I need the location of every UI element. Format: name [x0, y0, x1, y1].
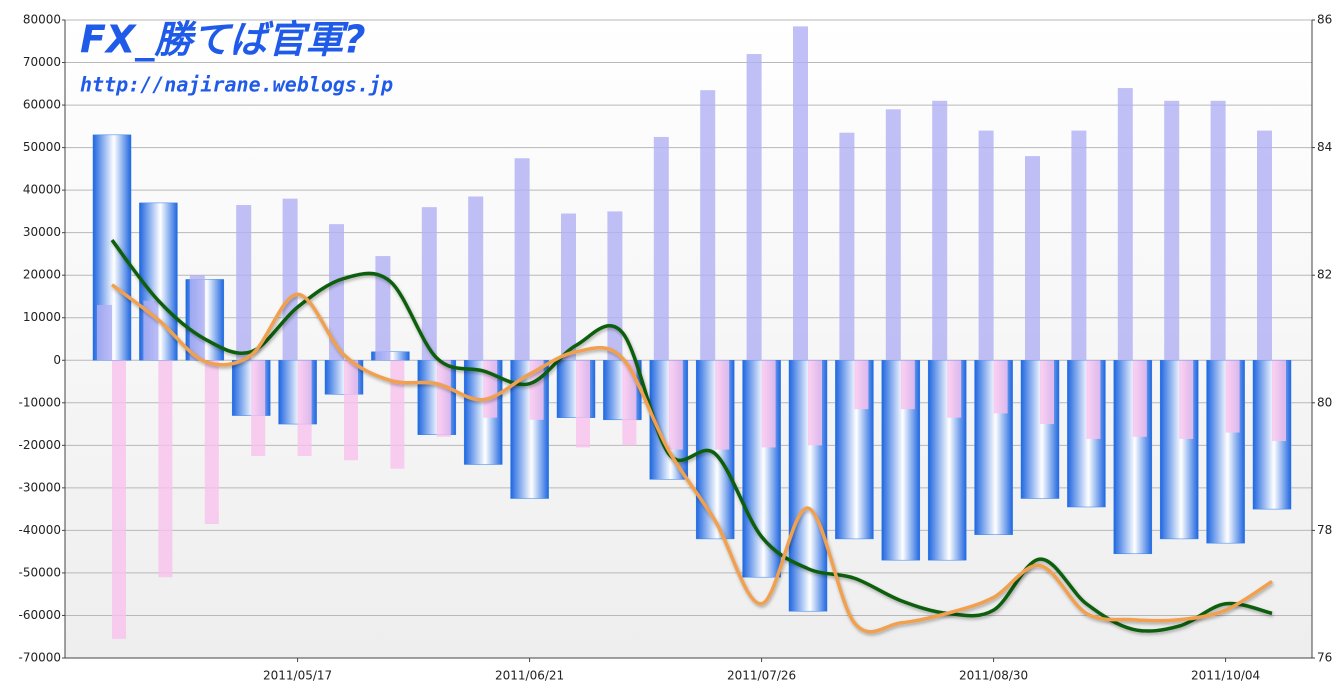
bar: [1210, 100, 1226, 361]
bar: [1025, 156, 1040, 361]
x-tick-label: 2011/06/21: [495, 669, 564, 683]
bar: [561, 213, 576, 361]
y2-tick-label: 82: [1317, 268, 1332, 282]
bar: [622, 360, 637, 446]
y-tick-label: 10000: [23, 310, 61, 324]
y-tick-label: 30000: [23, 225, 61, 239]
bar: [947, 360, 962, 418]
y-tick-label: 70000: [23, 55, 61, 69]
bar: [204, 360, 219, 525]
bar: [1086, 360, 1101, 439]
x-tick-label: 2011/05/17: [263, 669, 332, 683]
bar: [483, 360, 498, 418]
bar: [529, 360, 544, 420]
y-tick-label: 80000: [23, 13, 61, 27]
bar: [932, 100, 948, 361]
bar: [421, 207, 437, 361]
chart-subtitle: http://najirane.weblogs.jp: [80, 73, 393, 97]
y-tick-label: -50000: [18, 565, 61, 579]
bar: [1272, 360, 1286, 442]
bar: [1040, 360, 1054, 425]
bar: [1132, 360, 1147, 437]
bar: [1257, 130, 1272, 361]
chart-title: FX_勝てば官軍?: [80, 18, 366, 62]
y-tick-label: -20000: [18, 438, 61, 452]
plot-area: [65, 20, 1312, 658]
bar: [653, 136, 669, 361]
bar: [978, 130, 994, 361]
bar: [1164, 100, 1180, 361]
bar: [761, 360, 776, 448]
y-tick-label: -30000: [18, 480, 61, 494]
x-tick-label: 2011/08/30: [959, 669, 1028, 683]
bar: [607, 211, 623, 361]
y-tick-label: 0: [53, 353, 61, 367]
bar: [715, 360, 730, 450]
y-tick-label: 20000: [23, 268, 61, 282]
bar: [793, 26, 808, 361]
y-tick-label: -40000: [18, 523, 61, 537]
line: [110, 283, 1273, 634]
bar: [885, 109, 901, 361]
x-tick-label: 2011/10/04: [1191, 669, 1260, 683]
bar: [436, 360, 451, 437]
y-tick-label: 40000: [23, 183, 61, 197]
x-tick-label: 2011/07/26: [727, 669, 796, 683]
bar: [839, 132, 855, 361]
y-tick-label: -10000: [18, 395, 61, 409]
y2-tick-label: 78: [1317, 523, 1332, 537]
bar: [468, 196, 484, 361]
bar: [808, 360, 822, 446]
bar: [297, 360, 312, 456]
y-tick-label: 50000: [23, 140, 61, 154]
bar: [1071, 130, 1087, 361]
line: [110, 239, 1273, 633]
bar: [390, 360, 405, 469]
bar: [282, 198, 298, 361]
bar: [746, 54, 762, 361]
bar: [189, 275, 205, 361]
y-tick-label: -70000: [18, 651, 61, 665]
bar: [668, 360, 683, 450]
y2-tick-label: 80: [1317, 395, 1332, 409]
y2-tick-label: 76: [1317, 651, 1332, 665]
bar: [329, 224, 344, 361]
y2-tick-label: 86: [1317, 13, 1332, 27]
bar: [700, 90, 716, 361]
y-tick-label: 60000: [23, 98, 61, 112]
y-tick-label: -60000: [18, 608, 61, 622]
bar: [97, 304, 112, 361]
bar: [576, 360, 590, 448]
bar: [1117, 88, 1133, 361]
bar: [375, 256, 391, 361]
bar: [993, 360, 1008, 414]
bar: [900, 360, 915, 410]
bar: [112, 360, 126, 639]
bar: [1179, 360, 1194, 439]
y2-tick-label: 84: [1317, 140, 1332, 154]
bar: [158, 360, 173, 578]
bar: [344, 360, 358, 461]
bar: [236, 205, 252, 361]
bar: [1225, 360, 1240, 433]
bar: [251, 360, 266, 456]
bar: [514, 158, 530, 361]
bar: [854, 360, 869, 410]
